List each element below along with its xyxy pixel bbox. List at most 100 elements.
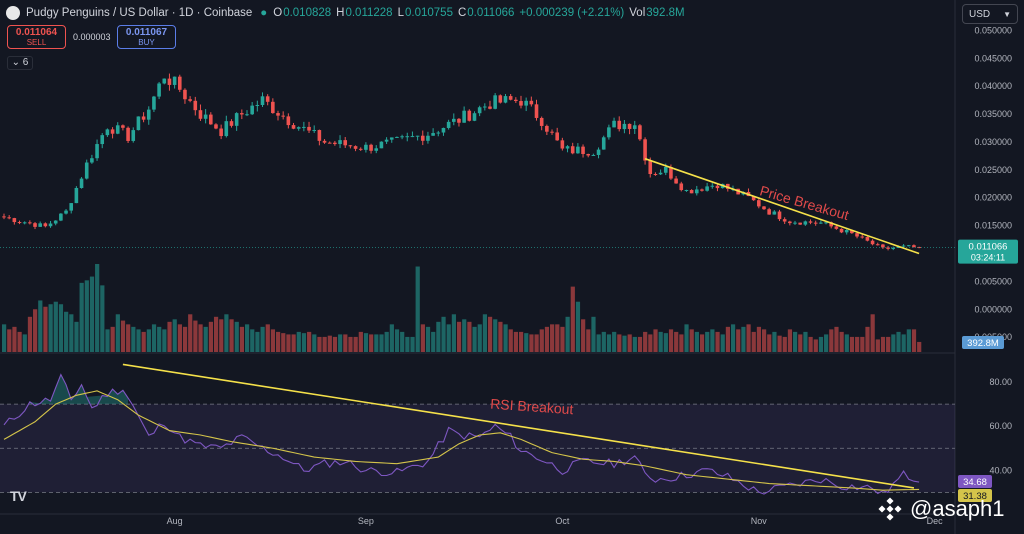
close-value: 0.011066 <box>467 7 515 19</box>
candle-body <box>188 99 192 101</box>
volume-bar <box>658 331 663 352</box>
candle-body <box>570 146 575 154</box>
volume-bar <box>560 326 565 352</box>
candle-body <box>436 132 441 134</box>
volume-bar <box>43 306 48 352</box>
candle-body <box>472 113 477 121</box>
candle-body <box>43 223 48 227</box>
price-tick-label: 0.000000 <box>974 304 1012 314</box>
volume-bar <box>420 324 425 352</box>
candle-body <box>658 172 663 175</box>
volume-bar <box>136 329 141 352</box>
symbol-title[interactable]: Pudgy Penguins / US Dollar · 1D · Coinba… <box>26 7 253 19</box>
candle-body <box>901 245 906 247</box>
candle-body <box>22 222 27 224</box>
candle-body <box>824 222 828 224</box>
candle-body <box>881 244 885 248</box>
candle-body <box>917 247 921 249</box>
volume-bar <box>715 331 720 352</box>
candle-body <box>291 125 296 129</box>
volume-bar <box>446 324 451 352</box>
tradingview-logo-icon[interactable]: TV <box>10 488 27 504</box>
rsi-tick-label: 40.00 <box>989 465 1012 475</box>
volume-bar <box>100 285 105 352</box>
volume-bar <box>332 336 338 352</box>
candle-body <box>48 223 53 227</box>
candle-body <box>906 245 911 247</box>
time-tick-label: Sep <box>358 516 374 526</box>
volume-bar <box>689 329 694 352</box>
volume-bar <box>167 321 172 352</box>
candle-body <box>850 229 854 234</box>
candle-body <box>503 96 508 103</box>
candle-body <box>193 100 198 111</box>
volume-bar <box>849 336 855 352</box>
candle-body <box>245 114 249 116</box>
volume-bar <box>203 326 208 352</box>
candle-body <box>312 130 316 132</box>
volume-bar <box>870 314 875 352</box>
volume-bar <box>451 314 456 352</box>
candle-body <box>638 125 642 140</box>
candle-body <box>405 136 410 138</box>
candle-body <box>772 211 777 215</box>
candle-body <box>183 89 187 100</box>
candle-body <box>534 104 539 118</box>
volume-bar <box>244 324 250 352</box>
candle-body <box>348 145 353 147</box>
candle-body <box>265 96 270 102</box>
volume-bar <box>213 316 219 352</box>
rsi-ma-value: 31.38 <box>963 491 987 502</box>
buy-price: 0.011067 <box>125 27 168 38</box>
volume-bar <box>508 329 513 352</box>
currency-select[interactable]: USD ▼ <box>962 4 1018 24</box>
candle-body <box>224 121 229 137</box>
volume-bar <box>710 329 715 352</box>
volume-bar <box>581 319 586 352</box>
buy-label: BUY <box>138 38 155 47</box>
candle-body <box>84 162 89 179</box>
candle-body <box>431 133 435 136</box>
candle-body <box>395 136 399 138</box>
volume-bar <box>524 333 529 352</box>
bar-countdown: 03:24:11 <box>971 253 1005 263</box>
candle-body <box>240 113 244 115</box>
volume-bar <box>33 309 38 352</box>
volume-bar <box>69 314 74 352</box>
candle-body <box>250 105 254 115</box>
volume-bar <box>343 334 348 352</box>
indicators-toggle-button[interactable]: ⌄ 6 <box>7 56 33 70</box>
price-trendline <box>644 157 920 255</box>
volume-bar <box>177 324 182 352</box>
candle-body <box>64 210 68 214</box>
volume-bar <box>467 321 472 352</box>
sell-label: SELL <box>26 38 47 47</box>
high-value: 0.011228 <box>345 7 393 19</box>
candle-body <box>115 125 120 134</box>
volume-bar <box>265 324 270 352</box>
candle-body <box>364 144 368 150</box>
sell-button[interactable]: 0.011064 SELL <box>7 25 66 49</box>
volume-bar <box>79 282 84 352</box>
rsi-tick-label: 60.00 <box>989 421 1012 431</box>
buy-button[interactable]: 0.011067 BUY <box>117 25 176 49</box>
volume-bar <box>338 334 343 352</box>
volume-bar <box>772 331 777 352</box>
volume-bar <box>234 321 239 352</box>
candle-body <box>203 114 208 119</box>
volume-bar <box>141 331 146 352</box>
volume-tag-value: 392.8M <box>967 338 999 349</box>
candle-body <box>219 128 223 137</box>
candle-body <box>286 116 291 126</box>
volume-bar <box>736 329 741 352</box>
candle-body <box>648 160 653 175</box>
volume-bar <box>839 331 844 352</box>
volume-bar <box>307 331 312 352</box>
volume-bar <box>844 334 849 352</box>
candle-body <box>384 139 389 142</box>
volume-bar <box>622 335 627 352</box>
volume-bar <box>575 301 581 352</box>
volume-bar <box>684 324 689 352</box>
